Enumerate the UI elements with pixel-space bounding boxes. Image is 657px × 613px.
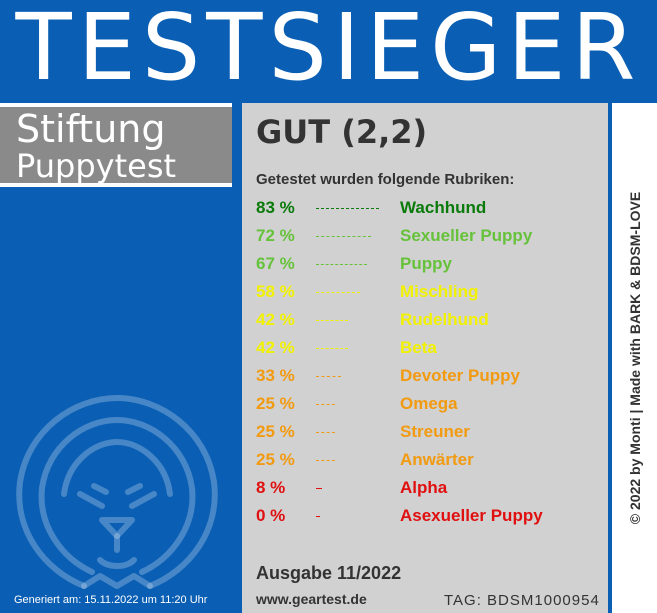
rubric-row: 25 % Omega [256,394,606,422]
brand-line-1: Stiftung [16,107,166,151]
rubric-percent: 67 % [256,254,295,273]
rubric-label: Puppy [400,254,452,273]
testsieger-title: TESTSIEGER [0,0,657,96]
rubric-percent: 0 % [256,506,286,525]
rubric-row: 72 % Sexueller Puppy [256,226,606,254]
generated-timestamp: Generiert am: 15.11.2022 um 11:20 Uhr [14,594,208,606]
rubric-dots [316,516,320,517]
rubric-label: Mischling [400,282,479,301]
rubric-percent: 42 % [256,338,295,357]
rubric-row: 42 % Rudelhund [256,310,606,338]
rubric-percent: 8 % [256,478,286,497]
rubric-dots [316,320,348,321]
rubric-row: 33 % Devoter Puppy [256,366,606,394]
rubric-label: Devoter Puppy [400,366,520,385]
brand-line-2: Puppytest [16,147,177,185]
lion-head-icon [16,395,218,589]
rubric-percent: 25 % [256,422,295,441]
rubric-label: Alpha [400,478,448,497]
website-url: www.geartest.de [256,591,367,607]
grade: GUT (2,2) [256,113,428,151]
rubric-row: 67 % Puppy [256,254,606,282]
brand-block: Stiftung Puppytest [0,103,232,187]
rubric-row: 25 % Anwärter [256,450,606,478]
rubric-percent: 72 % [256,226,295,245]
rubric-row: 58 % Mischling [256,282,606,310]
rubric-row: 83 % Wachhund [256,198,606,226]
rubric-dots [316,348,348,349]
rubric-dots [316,432,335,433]
rubric-row: 25 % Streuner [256,422,606,450]
rubric-percent: 42 % [256,310,295,329]
rubric-row: 8 % Alpha [256,478,606,506]
rubric-label: Wachhund [400,198,487,217]
rubric-row: 0 % Asexueller Puppy [256,506,606,534]
rubric-label: Beta [400,338,437,357]
rubric-dots [316,264,367,265]
rubric-dots [316,208,380,209]
rubric-label: Anwärter [400,450,474,469]
rubric-percent: 25 % [256,450,295,469]
rubric-label: Streuner [400,422,470,441]
rubrics-heading: Getestet wurden folgende Rubriken: [256,171,515,188]
rubric-dots [316,236,371,237]
tag-id: TAG: BDSM1000954 [444,592,600,609]
rubric-percent: 83 % [256,198,295,217]
rubric-dots [316,404,335,405]
rubric-label: Omega [400,394,458,413]
rubric-dots [316,460,335,461]
rubric-percent: 33 % [256,366,295,385]
rubric-percent: 58 % [256,282,295,301]
copyright-text: © 2022 by Monti | Made with BARK & BDSM-… [626,191,643,525]
rubric-row: 42 % Beta [256,338,606,366]
rubric-dots [316,292,361,293]
rubric-percent: 25 % [256,394,295,413]
issue-label: Ausgabe 11/2022 [256,563,402,583]
rubric-label: Rudelhund [400,310,489,329]
rubric-label: Asexueller Puppy [400,506,543,525]
rubric-dots [316,376,342,377]
result-panel: GUT (2,2) Getestet wurden folgende Rubri… [242,103,608,613]
copyright-strip: © 2022 by Monti | Made with BARK & BDSM-… [612,103,657,613]
rubric-dots [316,488,323,489]
rubric-label: Sexueller Puppy [400,226,533,245]
